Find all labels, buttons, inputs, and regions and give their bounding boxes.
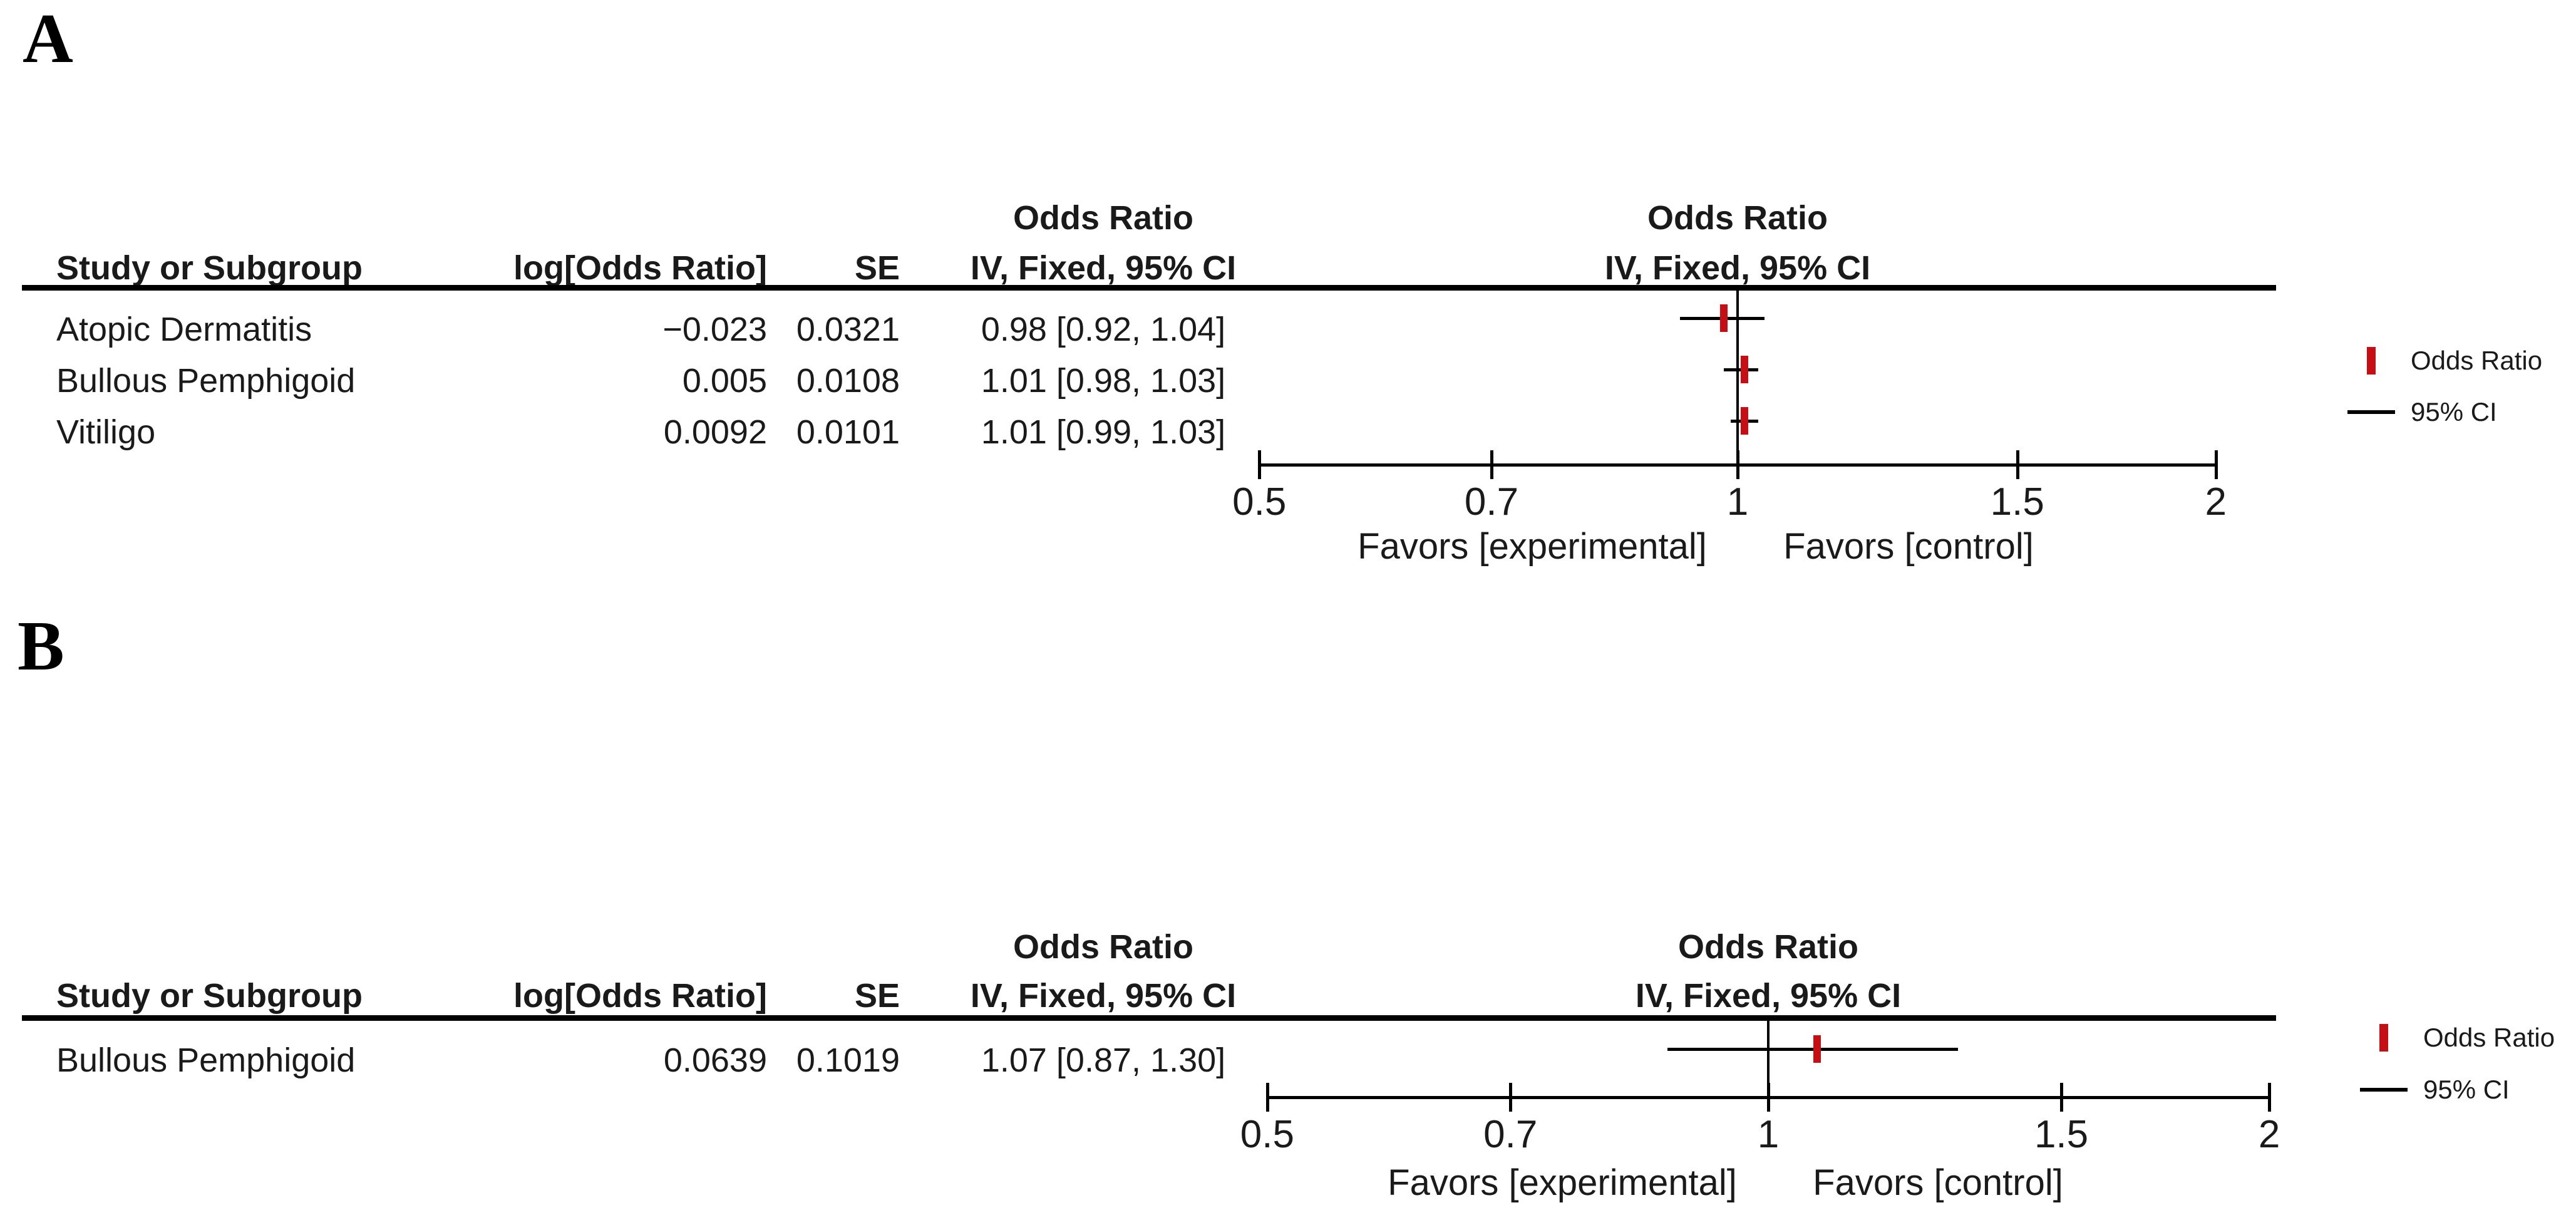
legend-marker-slot: [2359, 1024, 2408, 1052]
panel-a-label: A: [23, 0, 73, 78]
column-header-log-odds-ratio: log[Odds Ratio]: [513, 977, 767, 1015]
panel-b-label: B: [18, 607, 64, 685]
x-tick-label: 2: [2258, 1113, 2280, 1156]
row-log-odds-ratio: −0.023: [662, 311, 767, 348]
row-se: 0.0101: [796, 413, 900, 451]
plot-header-effect-ci: IV, Fixed, 95% CI: [1604, 249, 1871, 287]
x-tick-label: 1.5: [1990, 480, 2044, 524]
row-study: Bullous Pemphigoid: [56, 362, 356, 400]
plot-header-odds-ratio: Odds Ratio: [1677, 928, 1859, 966]
odds-ratio-marker-icon: [2379, 1024, 2388, 1052]
row-se: 0.1019: [796, 1042, 900, 1079]
x-tick-label: 0.5: [1240, 1113, 1294, 1156]
column-header-se: SE: [854, 977, 900, 1015]
row-log-odds-ratio: 0.005: [682, 362, 767, 400]
x-tick-label: 0.7: [1483, 1113, 1538, 1156]
ci-line-icon: [2360, 1088, 2408, 1092]
legend-marker-slot: [2359, 1088, 2408, 1092]
favors-left-label: Favors [experimental]: [1358, 526, 1707, 567]
no-effect-line: [1736, 291, 1739, 479]
row-se: 0.0321: [796, 311, 900, 348]
x-axis-tick: [2214, 450, 2218, 479]
column-header-effect-ci: IV, Fixed, 95% CI: [970, 977, 1237, 1015]
odds-ratio-marker: [1719, 304, 1728, 332]
x-tick-label: 0.5: [1232, 480, 1287, 524]
x-axis-tick: [2268, 1083, 2272, 1112]
row-log-odds-ratio: 0.0639: [663, 1042, 767, 1079]
plot-header-odds-ratio: Odds Ratio: [1647, 199, 1828, 237]
odds-ratio-marker: [1740, 356, 1748, 383]
x-tick-label: 2: [2205, 480, 2227, 524]
column-header-effect-ci: IV, Fixed, 95% CI: [970, 249, 1237, 287]
x-tick-label: 1.5: [2034, 1113, 2089, 1156]
legend-marker-slot: [2347, 410, 2396, 414]
column-header-study: Study or Subgroup: [56, 977, 363, 1015]
legend-ci-label: 95% CI: [2423, 1075, 2510, 1104]
column-header-log-odds-ratio: log[Odds Ratio]: [513, 249, 767, 287]
legend-odds-ratio-label: Odds Ratio: [2423, 1023, 2555, 1052]
row-effect-ci: 1.07 [0.87, 1.30]: [981, 1042, 1226, 1079]
header-rule: [22, 285, 2276, 291]
legend-row-ci: 95% CI: [2359, 1075, 2510, 1105]
x-axis-tick: [1258, 450, 1262, 479]
favors-left-label: Favors [experimental]: [1388, 1162, 1737, 1203]
row-study: Vitiligo: [56, 413, 156, 451]
row-se: 0.0108: [796, 362, 900, 400]
x-tick-label: 0.7: [1464, 480, 1519, 524]
legend-row-odds-ratio: Odds Ratio: [2347, 346, 2542, 376]
ci-line: [1667, 1048, 1958, 1051]
plot-header-effect-ci: IV, Fixed, 95% CI: [1635, 977, 1902, 1015]
no-effect-line: [1767, 1021, 1770, 1112]
row-study: Bullous Pemphigoid: [56, 1042, 356, 1079]
x-axis-tick: [1265, 1083, 1269, 1112]
row-study: Atopic Dermatitis: [56, 311, 312, 348]
x-axis-tick: [2060, 1083, 2064, 1112]
legend-odds-ratio-label: Odds Ratio: [2411, 346, 2543, 375]
column-header-study: Study or Subgroup: [56, 249, 363, 287]
column-header-se: SE: [854, 249, 900, 287]
row-effect-ci: 1.01 [0.99, 1.03]: [981, 413, 1226, 451]
x-axis-tick: [1490, 450, 1493, 479]
header-rule: [22, 1015, 2276, 1021]
x-axis-tick: [1509, 1083, 1513, 1112]
row-log-odds-ratio: 0.0092: [663, 413, 767, 451]
favors-right-label: Favors [control]: [1813, 1162, 2063, 1203]
ci-line-icon: [2347, 410, 2395, 414]
row-effect-ci: 0.98 [0.92, 1.04]: [981, 311, 1226, 348]
odds-ratio-marker-icon: [2367, 347, 2376, 375]
odds-ratio-marker: [1813, 1035, 1821, 1063]
column-header-odds-ratio: Odds Ratio: [1012, 199, 1193, 237]
legend-row-ci: 95% CI: [2347, 397, 2497, 427]
row-effect-ci: 1.01 [0.98, 1.03]: [981, 362, 1226, 400]
x-axis-tick: [2016, 450, 2019, 479]
x-tick-label: 1: [1726, 480, 1749, 524]
legend-ci-label: 95% CI: [2411, 397, 2497, 426]
column-header-odds-ratio: Odds Ratio: [1012, 928, 1193, 966]
favors-right-label: Favors [control]: [1783, 526, 2034, 567]
odds-ratio-marker: [1740, 407, 1748, 435]
x-tick-label: 1: [1757, 1113, 1780, 1156]
legend-marker-slot: [2347, 347, 2396, 375]
legend-row-odds-ratio: Odds Ratio: [2359, 1023, 2555, 1053]
